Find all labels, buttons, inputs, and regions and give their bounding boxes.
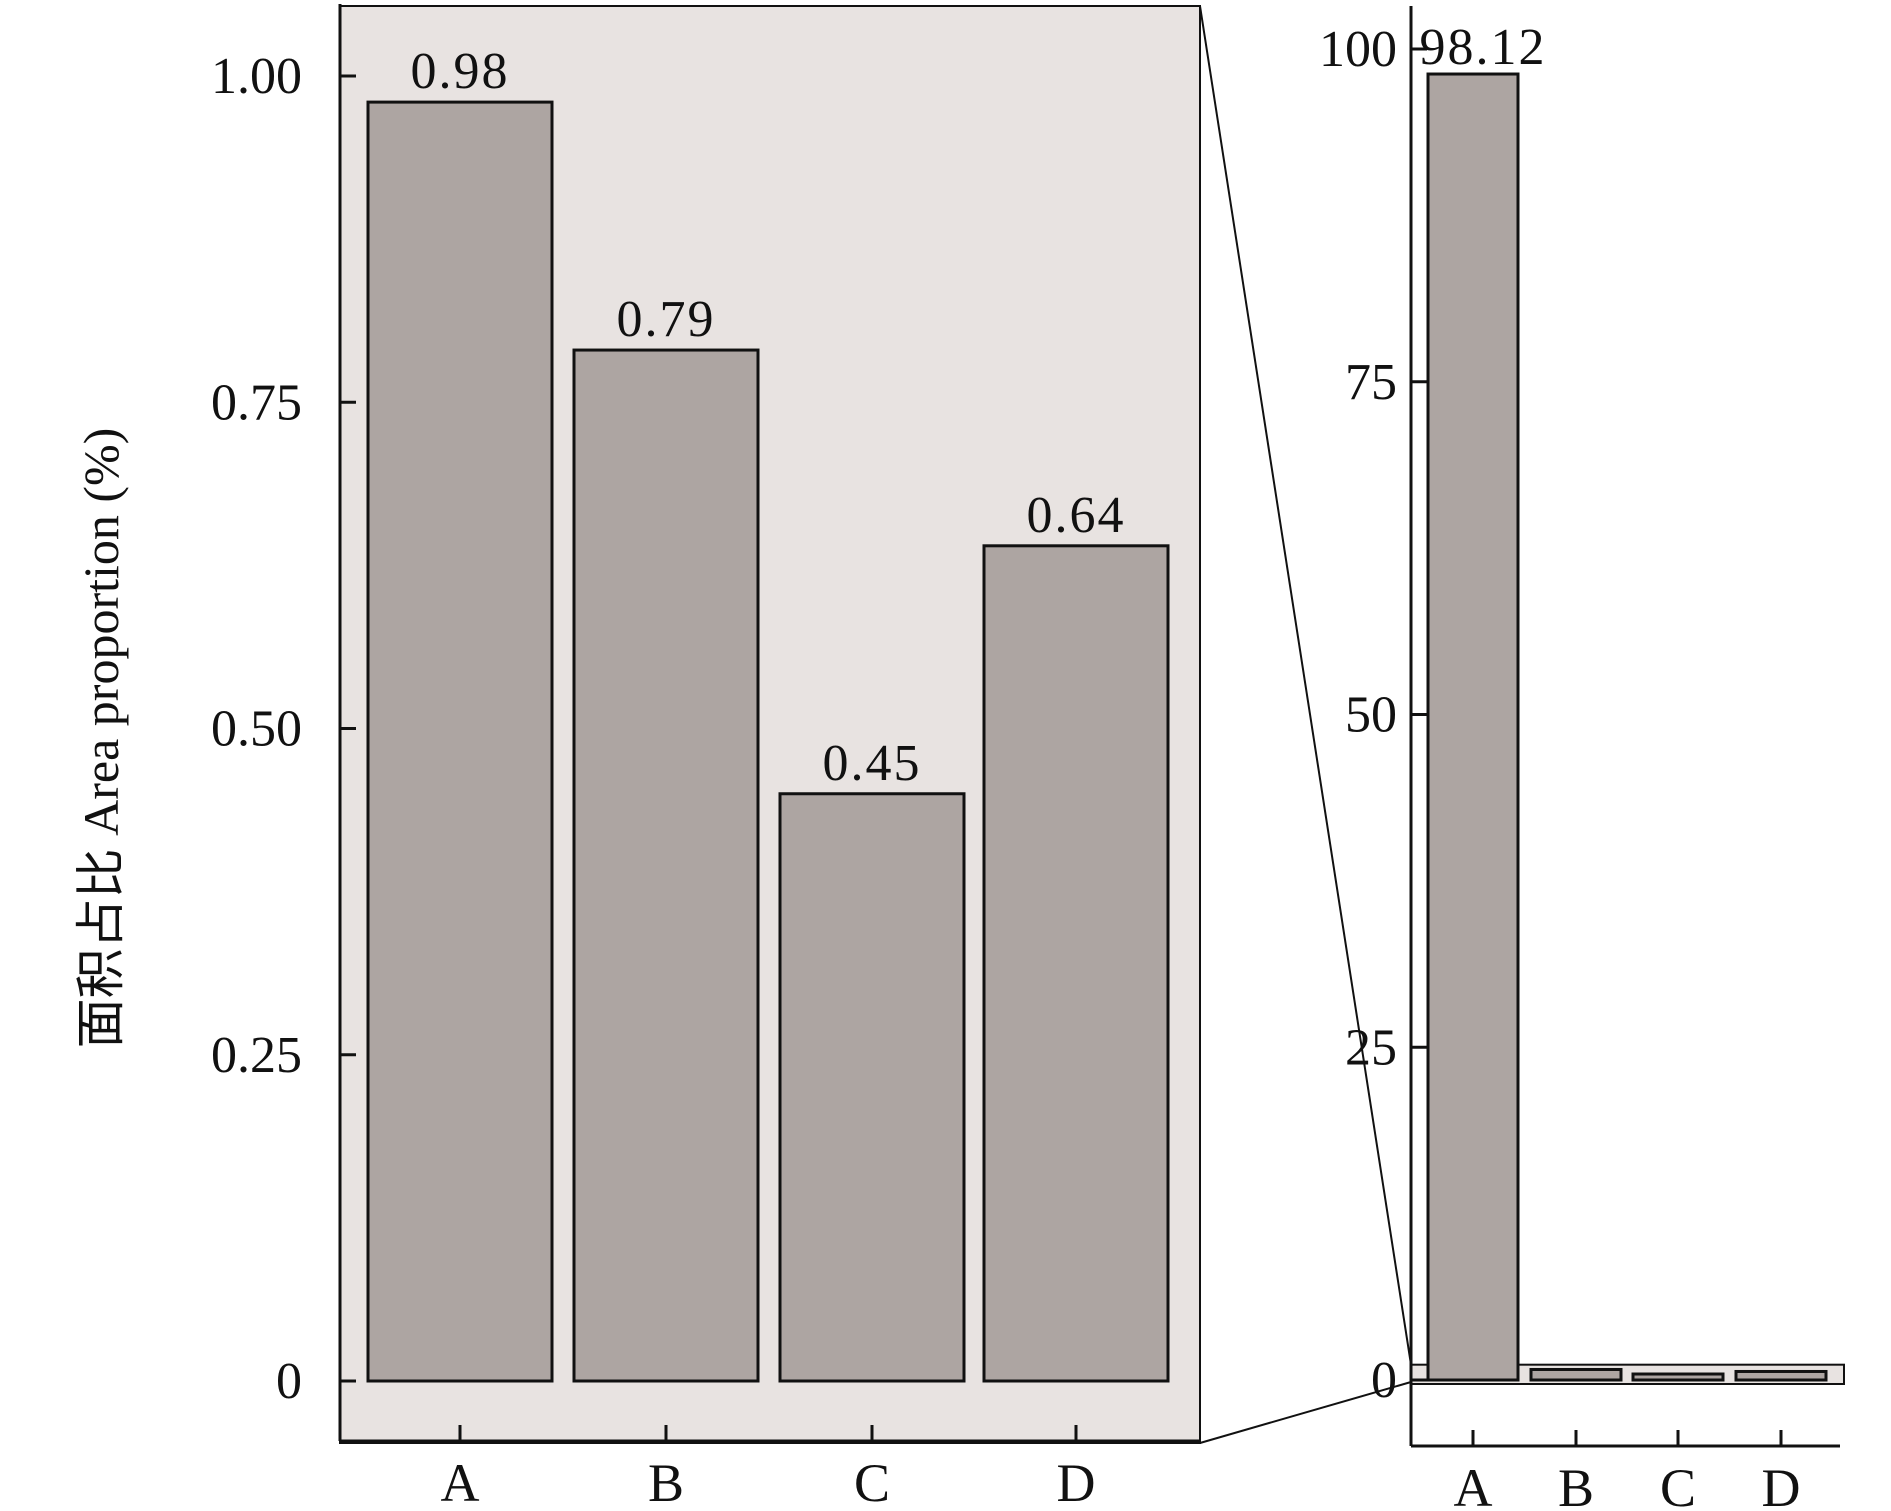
left-x-tick-label-B: B (648, 1453, 684, 1511)
left-value-label-C: 0.45 (823, 735, 922, 792)
right-panel-full: 98.12 0 25 50 75 100 A B C D (1319, 6, 1840, 1511)
left-y-tick-label: 0 (276, 1353, 302, 1410)
right-bar-C (1631, 1372, 1725, 1382)
left-y-tick-label: 0.75 (211, 374, 302, 431)
left-y-tick-label: 1.00 (211, 48, 302, 105)
y-axis-title: 面积占比 Area proportion (%) (73, 428, 129, 1049)
right-y-tick-label: 50 (1345, 687, 1397, 744)
left-y-tick-label: 0.50 (211, 701, 302, 758)
zoom-connector-top (1199, 5, 1412, 1365)
left-bar-C (778, 792, 966, 1383)
right-x-tick-label-A: A (1454, 1458, 1493, 1511)
left-value-label-A: 0.98 (411, 43, 510, 100)
right-bar-D (1734, 1369, 1828, 1382)
left-panel-zoomed: 0.98 0.79 0.45 0.64 0 0.25 0.50 0.75 1.00 A B C D (211, 4, 1200, 1511)
right-x-tick-label-B: B (1558, 1458, 1594, 1511)
right-y-tick-label: 25 (1345, 1019, 1397, 1076)
right-value-label-A: 98.12 (1420, 19, 1547, 76)
left-x-tick-label-C: C (854, 1453, 890, 1511)
left-x-tick-label-A: A (441, 1453, 480, 1511)
right-x-tick-label-D: D (1762, 1458, 1801, 1511)
left-bar-A (366, 100, 554, 1383)
right-y-tick-label: 100 (1319, 21, 1397, 78)
left-value-label-B: 0.79 (617, 291, 716, 348)
right-y-tick-label: 75 (1345, 354, 1397, 411)
left-bar-B (572, 348, 760, 1383)
left-x-tick-label-D: D (1057, 1453, 1096, 1511)
left-y-tick-label: 0.25 (211, 1027, 302, 1084)
right-x-tick-label-C: C (1660, 1458, 1696, 1511)
right-bar-A (1426, 72, 1520, 1382)
right-y-tick-label: 0 (1371, 1352, 1397, 1409)
right-bar-B (1529, 1367, 1623, 1382)
left-bar-D (982, 544, 1170, 1383)
zoom-connector-bottom (1199, 1381, 1412, 1444)
left-value-label-D: 0.64 (1027, 487, 1126, 544)
